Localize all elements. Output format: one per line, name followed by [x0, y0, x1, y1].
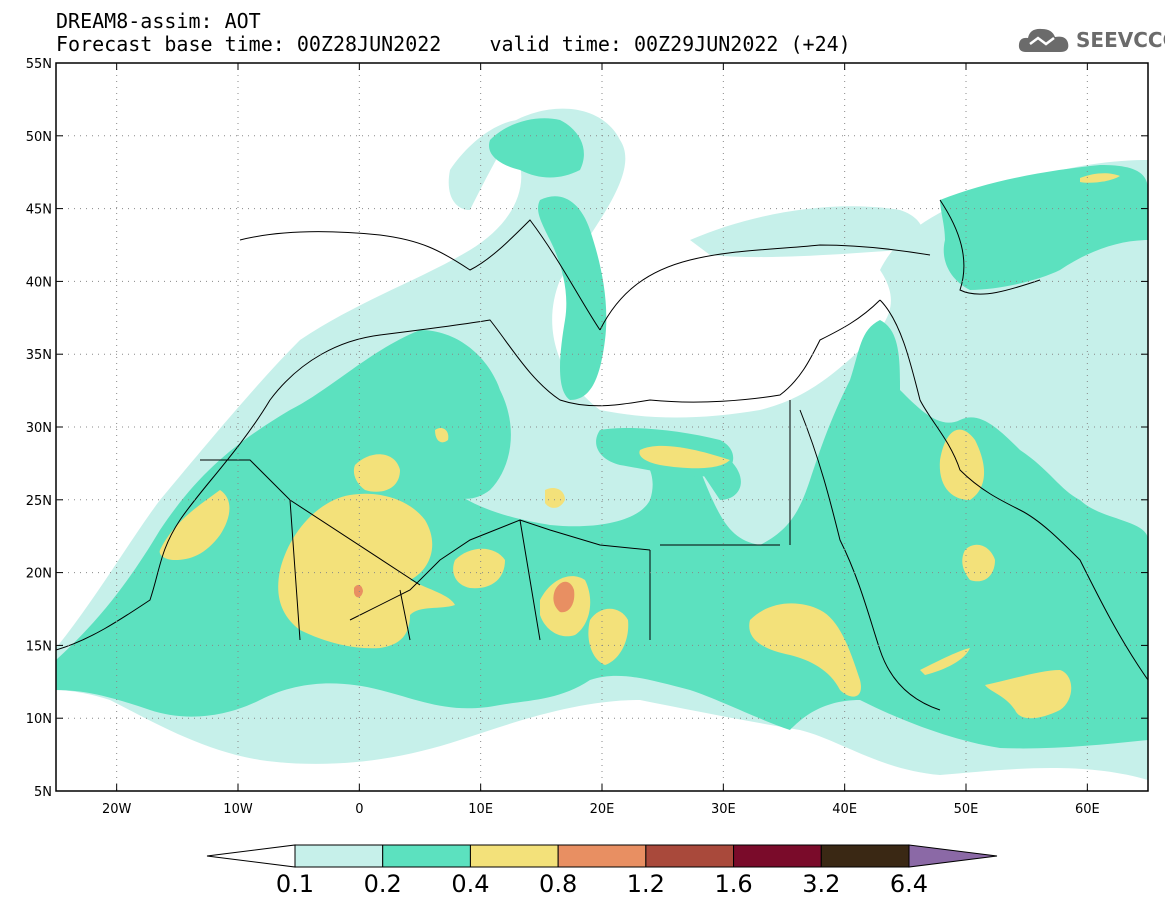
lon-tick-label: 50E — [954, 802, 979, 817]
lon-tick-label: 30E — [711, 802, 736, 817]
lat-tick-label: 25N — [26, 494, 52, 509]
coastlines — [56, 199, 1148, 711]
colorbar-level-label: 0.4 — [451, 870, 489, 898]
colorbar-max-triangle — [908, 844, 998, 868]
colorbar-level-label: 3.2 — [802, 870, 840, 898]
colorbar-box — [469, 844, 559, 868]
colorbar-box — [733, 844, 822, 868]
lon-tick-label: 10W — [223, 802, 253, 817]
lat-tick-label: 50N — [26, 130, 52, 145]
colorbar-box — [645, 844, 735, 868]
logo-text: SEEVCCC — [1076, 28, 1165, 52]
colorbar-level-label: 0.2 — [364, 870, 402, 898]
colorbar-level-label: 6.4 — [890, 870, 928, 898]
seevccc-logo: SEEVCCC — [1016, 22, 1165, 58]
lon-tick-label: 20E — [590, 802, 615, 817]
map-title: DREAM8-assim: AOT — [56, 9, 261, 33]
lat-tick-label: 35N — [26, 348, 52, 363]
colorbar-min-triangle — [206, 844, 296, 868]
colorbar-box — [294, 844, 384, 868]
lat-tick-label: 30N — [26, 421, 52, 436]
lat-tick-label: 45N — [26, 203, 52, 218]
colorbar-level-label: 1.6 — [714, 870, 752, 898]
aot-level-0.4 — [159, 173, 1120, 719]
aot-field — [56, 108, 1148, 781]
graticule — [56, 63, 1148, 791]
colorbar-level-label: 0.1 — [276, 870, 314, 898]
colorbar — [206, 844, 998, 868]
lat-tick-label: 10N — [26, 712, 52, 727]
colorbar-box — [382, 844, 471, 868]
lon-tick-label: 10E — [468, 802, 493, 817]
lon-tick-label: 40E — [832, 802, 857, 817]
aot-level-0.8 — [354, 581, 575, 613]
colorbar-box — [820, 844, 910, 868]
lat-tick-label: 55N — [26, 57, 52, 72]
latitude-labels: 55N 50N 45N 40N 35N 30N 25N 20N 15N 10N 5N — [26, 57, 52, 800]
axis-ticks — [56, 62, 1148, 792]
longitude-labels: 20W 10W 0 10E 20E 30E 40E 50E 60E — [102, 802, 1100, 817]
colorbar-level-label: 0.8 — [539, 870, 577, 898]
lat-tick-label: 20N — [26, 567, 52, 582]
lat-tick-label: 5N — [34, 785, 52, 800]
forecast-time-line: Forecast base time: 00Z28JUN2022 valid t… — [56, 32, 851, 56]
lat-tick-label: 15N — [26, 639, 52, 654]
colorbar-labels: 0.1 0.2 0.4 0.8 1.2 1.6 3.2 6.4 — [276, 870, 928, 898]
lon-tick-label: 0 — [355, 802, 363, 817]
cloud-icon — [1018, 28, 1069, 52]
lon-tick-label: 20W — [102, 802, 132, 817]
colorbar-box — [557, 844, 647, 868]
lon-tick-label: 60E — [1075, 802, 1100, 817]
colorbar-level-label: 1.2 — [627, 870, 665, 898]
lat-tick-label: 40N — [26, 275, 52, 290]
